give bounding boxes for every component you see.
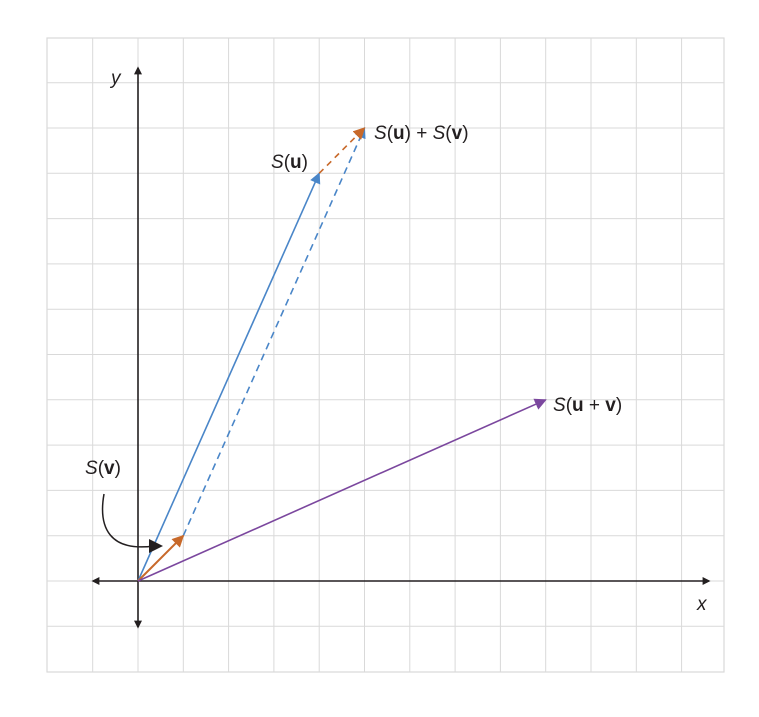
vector-s-u: [137, 172, 321, 582]
label-s-u-plus-v: S(u + v): [553, 395, 622, 416]
s-v-callout-arrowhead: [149, 539, 163, 553]
dashed-translated-s-u: [182, 126, 366, 537]
y-axis-label: y: [109, 68, 122, 89]
grid: [46, 37, 725, 673]
label-s-u: S(u): [271, 152, 308, 173]
vector-s-v: [137, 534, 185, 582]
label-s-v: S(v): [85, 458, 121, 479]
label-s-u-plus-s-v: S(u) + S(v): [374, 123, 469, 144]
s-v-callout-curve: [101, 493, 155, 548]
x-axis-label: x: [696, 594, 708, 615]
dashed-translated-s-v: [318, 127, 366, 174]
vector-s-u-plus-v: [137, 398, 547, 582]
